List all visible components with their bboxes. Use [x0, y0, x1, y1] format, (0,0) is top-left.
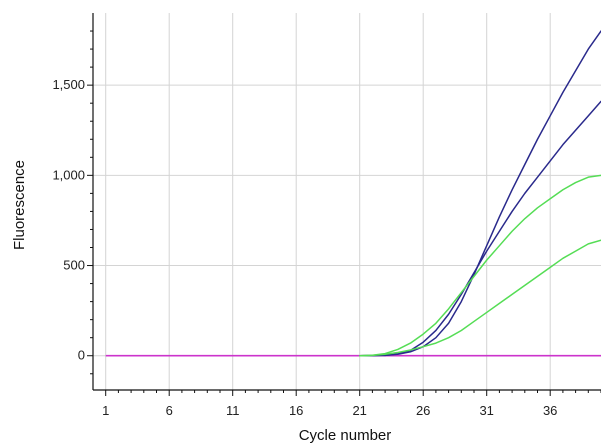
- x-tick-label: 31: [479, 403, 493, 418]
- x-tick-label: 11: [226, 403, 240, 418]
- y-tick-label: 1,000: [52, 167, 85, 182]
- x-axis-label: Cycle number: [299, 427, 392, 444]
- series-line-1: [358, 30, 601, 357]
- x-tick-label: 16: [289, 403, 303, 418]
- x-tick-label: 26: [416, 403, 430, 418]
- grid: [93, 13, 601, 390]
- series-layer: [105, 30, 601, 357]
- y-tick-label: 500: [63, 258, 85, 273]
- y-tick-label: 0: [78, 348, 85, 363]
- series-line-3: [358, 174, 601, 357]
- x-tick-label: 6: [166, 403, 173, 418]
- x-tick-label: 21: [352, 403, 366, 418]
- x-tick-label: 1: [102, 403, 109, 418]
- y-tick-label: 1,500: [52, 77, 85, 92]
- series-line-4: [358, 239, 601, 357]
- y-axis-label: Fluorescence: [11, 160, 28, 250]
- x-tick-label: 36: [543, 403, 557, 418]
